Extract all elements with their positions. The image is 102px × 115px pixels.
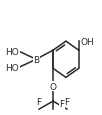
Text: F: F [59,100,65,109]
Text: B: B [33,55,39,64]
Text: HO: HO [6,47,19,56]
Text: O: O [49,82,57,91]
Text: F: F [64,97,69,106]
Text: OH: OH [81,37,95,46]
Text: HO: HO [6,63,19,72]
Text: F: F [37,97,42,106]
